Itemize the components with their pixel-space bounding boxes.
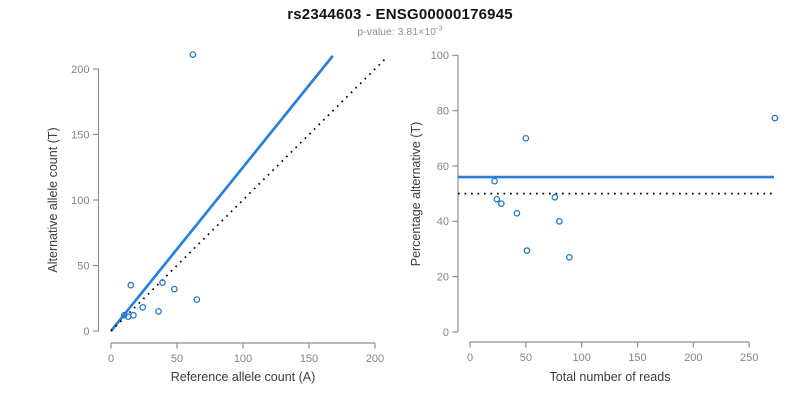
pvalue-exponent: -3	[435, 23, 443, 33]
x-tick-label: 150	[628, 352, 646, 364]
data-point	[566, 253, 573, 261]
x-tick-label: 0	[108, 353, 114, 365]
x-axis-title: Total number of reads	[550, 370, 671, 384]
x-tick-label: 100	[572, 352, 590, 364]
y-tick-label: 0	[83, 326, 89, 338]
data-point	[159, 279, 166, 286]
y-tick-label: 60	[437, 161, 449, 173]
y-tick-label: 200	[71, 64, 89, 76]
pvalue-text: p-value: 3.81×10	[357, 26, 436, 38]
x-tick-label: 200	[366, 353, 384, 365]
data-point	[555, 217, 563, 225]
y-tick-label: 0	[443, 327, 449, 339]
y-axis-title: Alternative allele count (T)	[46, 127, 60, 272]
y-tick-label: 100	[71, 195, 89, 207]
data-point	[497, 200, 505, 207]
data-point	[513, 209, 521, 217]
x-tick-label: 50	[520, 352, 532, 364]
x-tick-label: 150	[300, 353, 318, 365]
y-axis-title: Percentage alternative (T)	[409, 122, 423, 267]
y-tick-label: 40	[437, 216, 449, 228]
data-point	[120, 311, 128, 319]
data-point	[493, 195, 501, 203]
y-tick-label: 20	[437, 271, 449, 283]
fit-line	[109, 55, 334, 332]
y-tick-label: 80	[437, 105, 449, 117]
data-point	[127, 281, 135, 289]
data-point	[155, 307, 162, 315]
left-plot: 0 50 100 150 200 0 50 100 150 200 Reference allele…	[46, 51, 387, 384]
y-tick-label: 50	[77, 260, 89, 272]
x-axis-title: Reference allele count (A)	[171, 370, 316, 384]
data-point	[522, 134, 530, 142]
data-point	[130, 311, 137, 319]
y-tick-label: 100	[431, 50, 449, 62]
x-tick-label: 100	[234, 353, 252, 365]
x-tick-label: 250	[740, 352, 758, 364]
y-tick-label: 150	[71, 129, 89, 141]
identity-line	[110, 57, 387, 332]
plot-subtitle: p-value: 3.81×10-3	[0, 23, 800, 38]
x-tick-label: 200	[684, 352, 702, 364]
data-point	[189, 51, 197, 58]
data-point	[771, 114, 779, 122]
data-point	[551, 193, 559, 201]
right-plot: 0 20 40 60 80 100 0 50 100 150 200 250 Total number …	[409, 50, 779, 384]
plot-title: rs2344603 - ENSG00000176945	[287, 6, 513, 23]
data-point	[523, 247, 531, 255]
data-point	[193, 296, 201, 303]
x-tick-label: 50	[171, 353, 183, 365]
x-tick-label: 0	[467, 352, 473, 364]
data-point	[491, 177, 498, 185]
data-point	[139, 304, 147, 311]
data-point	[171, 285, 178, 293]
